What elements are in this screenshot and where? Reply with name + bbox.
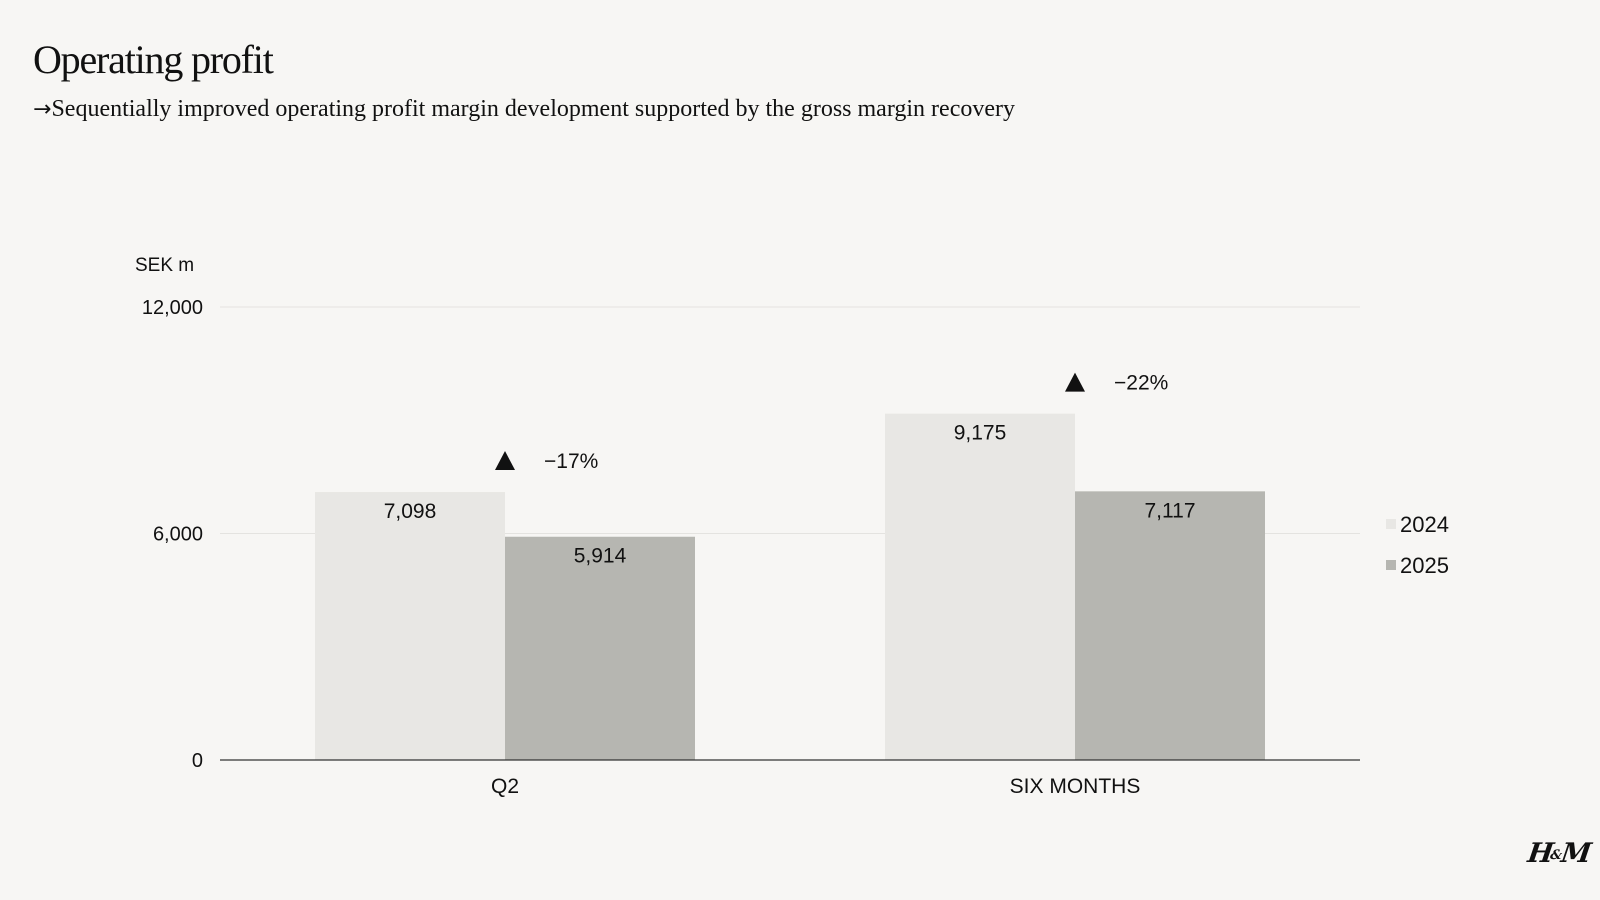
logo-letter-m: M [1559, 838, 1591, 869]
subtitle-text: Sequentially improved operating profit m… [51, 96, 1015, 122]
bar-2025-six-months [1075, 491, 1265, 760]
x-tick-label: SIX MONTHS [1010, 775, 1141, 798]
bar-value-label: 5,914 [574, 545, 627, 568]
bar-value-label: 7,098 [384, 500, 437, 523]
change-annotation: −22% [1114, 372, 1168, 395]
triangle-up-icon [495, 451, 515, 471]
change-annotation: −17% [544, 450, 598, 473]
page-title: Operating profit [33, 37, 274, 82]
y-tick-label: 12,000 [142, 297, 203, 319]
logo-letter-h: H [1525, 838, 1553, 869]
x-tick-label: Q2 [491, 775, 519, 798]
bar-value-label: 9,175 [954, 422, 1007, 445]
legend-swatch-2025 [1386, 560, 1396, 570]
legend-label-2025: 2025 [1400, 553, 1449, 578]
arrow-right-icon: → [33, 97, 52, 122]
y-axis-label: SEK m [135, 255, 194, 276]
triangle-up-icon [1065, 372, 1085, 392]
y-tick-label: 0 [192, 750, 203, 772]
bar-2024-q2 [315, 492, 505, 760]
bar-value-label: 7,117 [1145, 499, 1196, 522]
hm-logo: H&M [1526, 838, 1591, 869]
bar-2025-q2 [505, 536, 695, 760]
page-subtitle: →Sequentially improved operating profit … [33, 96, 1015, 123]
legend-label-2024: 2024 [1400, 512, 1449, 537]
y-tick-label: 6,000 [153, 524, 203, 546]
legend-swatch-2024 [1386, 519, 1396, 529]
bar-2024-six-months [885, 413, 1075, 760]
